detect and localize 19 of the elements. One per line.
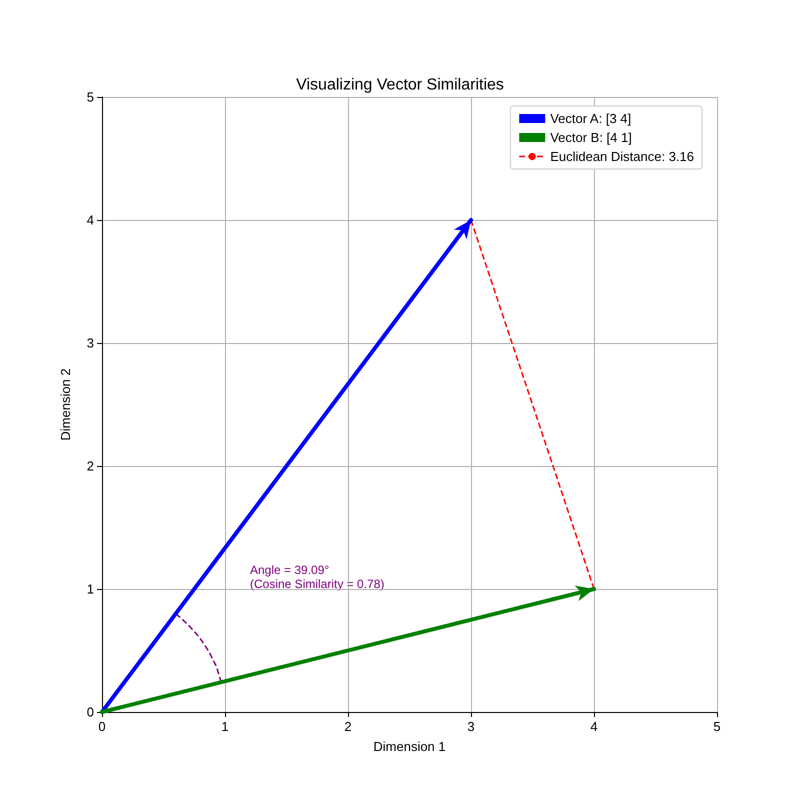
y-tick-label: 1 xyxy=(86,582,94,596)
legend-label: Vector B: [4 1] xyxy=(550,130,632,145)
legend-label: Euclidean Distance: 3.16 xyxy=(550,149,694,164)
x-tick-label: 3 xyxy=(467,719,475,734)
y-tick-label: 2 xyxy=(86,458,94,474)
y-tick-label: 5 xyxy=(86,90,94,104)
x-tick-label: 5 xyxy=(713,719,721,734)
x-tick-label: 0 xyxy=(98,719,106,734)
y-tick-label: 0 xyxy=(86,704,94,720)
y-tick-label: 3 xyxy=(86,336,94,350)
x-axis-title: Dimension 1 xyxy=(373,739,446,754)
line-series xyxy=(175,612,222,684)
y-axis-title: Dimension 2 xyxy=(58,368,73,441)
chart-title: Visualizing Vector Similarities xyxy=(296,76,504,94)
x-tick-label: 1 xyxy=(221,719,229,734)
x-tick-label: 4 xyxy=(590,719,598,734)
x-tick-label: 2 xyxy=(344,719,352,734)
y-tick-label: 4 xyxy=(86,212,94,228)
legend-label: Vector A: [3 4] xyxy=(550,111,632,126)
